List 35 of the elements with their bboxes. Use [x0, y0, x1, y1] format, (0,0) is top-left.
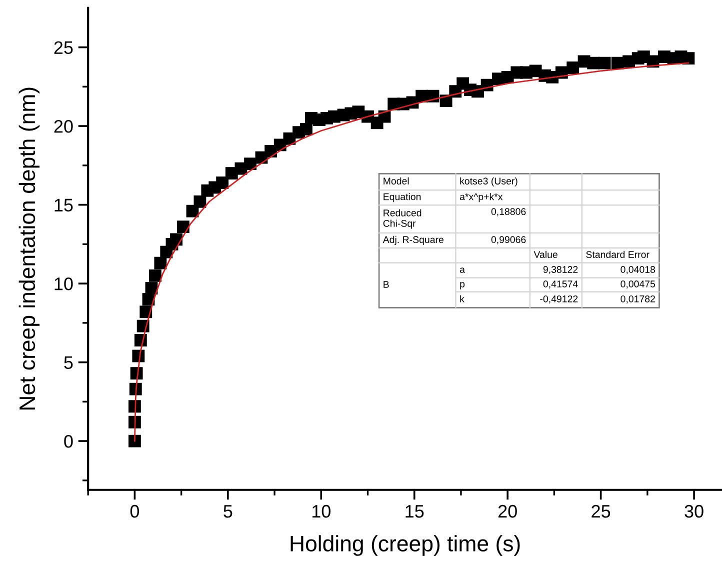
annotation: 0,41574	[543, 280, 578, 289]
annotation: k	[460, 295, 464, 302]
annotation: a*x^p+k*x	[460, 193, 503, 202]
x-tick-label: 15	[406, 505, 424, 518]
x-tick-label: 0	[130, 504, 140, 518]
y-tick-label: 25	[54, 41, 73, 54]
x-tick-label: 10	[312, 504, 330, 518]
annotation: 0,99066	[491, 236, 526, 244]
annotation: Value	[534, 250, 558, 258]
annotation: a	[460, 268, 465, 273]
annotation: 9,38122	[543, 266, 578, 274]
annotation: Equation	[384, 193, 421, 202]
annotation: 0,18806	[491, 208, 526, 216]
annotation: -0,49122	[540, 295, 578, 304]
x-tick-label: 25	[592, 504, 610, 518]
annotation: Reduced Chi-Sqr	[383, 209, 422, 229]
y-tick-label: 15	[54, 198, 73, 212]
y-tick-label: 10	[54, 277, 73, 290]
x-axis-title: Holding (creep) time (s)	[290, 535, 520, 556]
annotation: B	[384, 281, 389, 288]
y-tick-label: 5	[64, 356, 73, 369]
y-axis-title: Net creep indentation depth (nm)	[18, 88, 40, 410]
annotation: 0,04018	[620, 266, 656, 274]
x-tick-label: 20	[498, 504, 517, 518]
annotation: Model	[384, 177, 409, 184]
x-tick-label: 5	[224, 505, 232, 518]
annotation: Adj. R-Square	[382, 236, 444, 245]
annotation: 0,01782	[620, 295, 655, 304]
annotation: Standard Error	[586, 250, 650, 258]
annotation: 0,00475	[620, 280, 656, 289]
annotation: p	[460, 282, 465, 290]
y-tick-label: 20	[54, 120, 73, 133]
y-tick-label: 0	[64, 434, 73, 448]
x-tick-label: 30	[684, 504, 704, 518]
annotation: kotse3 (User)	[460, 177, 518, 186]
